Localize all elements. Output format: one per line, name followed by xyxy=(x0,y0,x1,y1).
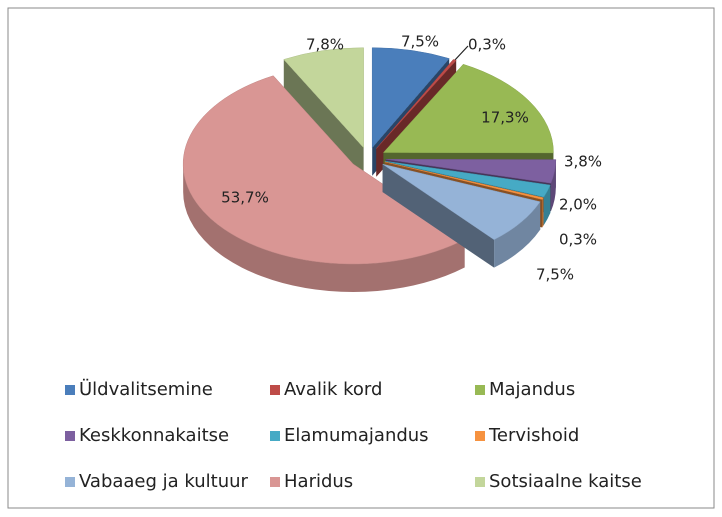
pie-slice xyxy=(283,47,364,149)
legend-swatch xyxy=(270,431,280,441)
data-label: 7,8% xyxy=(306,36,344,54)
legend-swatch xyxy=(270,385,280,395)
legend-label: Vabaaeg ja kultuur xyxy=(79,471,249,492)
legend-swatch xyxy=(475,431,485,441)
slice-wall xyxy=(183,164,465,292)
legend-swatch xyxy=(65,477,75,487)
legend-swatch xyxy=(65,385,75,395)
slice-wall xyxy=(494,201,541,268)
data-label: 2,0% xyxy=(559,196,597,214)
legend-label: Tervishoid xyxy=(488,425,579,446)
pie-slice xyxy=(182,75,466,265)
pie-slice xyxy=(385,160,551,198)
legend-swatch xyxy=(65,431,75,441)
data-label: 17,3% xyxy=(481,109,529,127)
legend-swatch xyxy=(270,477,280,487)
legend-swatch xyxy=(475,385,485,395)
legend-label: Haridus xyxy=(284,471,353,492)
data-label: 7,5% xyxy=(536,266,574,284)
pie-slice xyxy=(385,159,557,184)
legend-label: Üldvalitsemine xyxy=(79,378,213,400)
legend-label: Elamumajandus xyxy=(284,425,429,446)
slice-wall xyxy=(542,197,544,228)
data-label: 0,3% xyxy=(468,36,506,54)
data-label: 53,7% xyxy=(221,189,269,207)
legend-label: Avalik kord xyxy=(284,379,382,400)
legend-swatch xyxy=(475,477,485,487)
data-label: 0,3% xyxy=(559,231,597,249)
legend-label: Sotsiaalne kaitse xyxy=(489,471,642,492)
pie-slice xyxy=(371,47,450,149)
legend-label: Keskkonnakaitse xyxy=(79,425,229,446)
pie-slice xyxy=(382,64,554,154)
slice-side xyxy=(283,59,364,176)
pie-slice xyxy=(376,59,457,149)
data-label: 7,5% xyxy=(401,33,439,51)
slice-wall xyxy=(543,185,551,226)
data-label: 3,8% xyxy=(564,153,602,171)
pie-slice xyxy=(384,161,544,200)
legend-label: Majandus xyxy=(489,379,575,400)
pie-slice xyxy=(382,163,541,240)
slice-side xyxy=(382,164,495,268)
